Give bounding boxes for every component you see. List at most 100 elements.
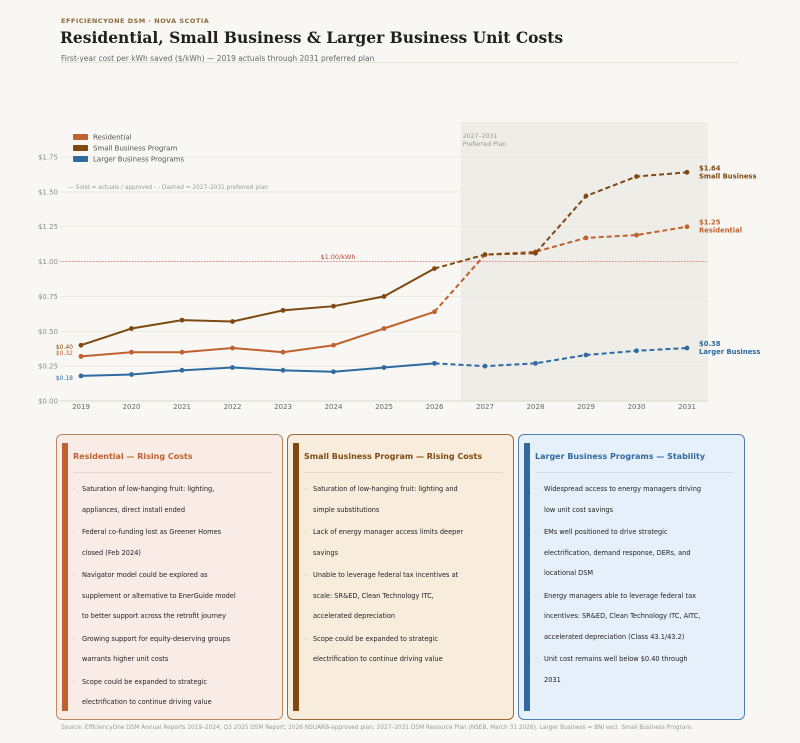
- series-end-name-label: Larger Business: [699, 348, 760, 356]
- card-divider: [535, 472, 734, 473]
- x-tick-label: 2031: [678, 403, 696, 411]
- legend-label: Small Business Program: [93, 145, 177, 153]
- series-line-plan: [434, 171, 688, 270]
- card-divider: [304, 472, 503, 473]
- bullet-line: closed (Feb 2024): [82, 548, 141, 557]
- series-end-name-label: Residential: [699, 227, 742, 235]
- card-bullet-item: Saturation of low-hanging fruit: lightin…: [304, 479, 505, 520]
- y-tick-label: $1.25: [38, 223, 58, 231]
- legend-swatch: [73, 145, 88, 151]
- data-point: [331, 369, 336, 375]
- bullet-line: 2031: [544, 675, 561, 684]
- bullet-line: Lack of energy manager access limits dee…: [313, 528, 464, 536]
- data-point: [432, 266, 437, 271]
- bullet-line: locational DSM: [544, 569, 594, 577]
- data-point: [634, 348, 639, 354]
- card-bullet-item: Scope could be expanded to strategic elec…: [73, 672, 274, 713]
- y-tick-label: $1.75: [38, 153, 58, 161]
- preferred-plan-label: 2027–2031: [463, 133, 498, 140]
- source-footnote: Source: EfficiencyOne DSM Annual Reports…: [61, 725, 693, 731]
- bullet-line: accelerated depreciation (Class 43.1/43.…: [544, 632, 685, 641]
- preferred-plan-label: Preferred Plan: [463, 141, 507, 148]
- data-point: [129, 326, 134, 331]
- y-tick-label: $1.00: [38, 258, 58, 266]
- bullet-line: accelerated depreciation: [313, 612, 396, 620]
- x-tick-label: 2019: [72, 403, 90, 411]
- card-bullet-item: Unable to leverage federal tax incentive…: [304, 565, 505, 627]
- y-tick-label: $0.25: [38, 363, 58, 371]
- data-point: [230, 345, 235, 351]
- series-end-name-label: Small Business: [699, 172, 757, 180]
- data-point: [482, 363, 488, 369]
- card-title: Small Business Program — Rising Costs: [304, 452, 483, 461]
- eyebrow: EFFICIENCYONE DSM · NOVA SCOTIA: [61, 17, 210, 25]
- bullet-line: electrification to continue driving valu…: [313, 655, 443, 663]
- y-tick-label: $0.00: [38, 398, 58, 406]
- x-tick-label: 2027: [476, 403, 494, 411]
- bullet-line: Navigator model could be explored as: [82, 571, 208, 579]
- data-point: [331, 303, 336, 309]
- data-point: [280, 349, 286, 355]
- card-bullet-list: Widespread access to energy managers dri…: [535, 479, 736, 692]
- bullet-line: simple substitutions: [313, 505, 380, 514]
- data-point: [684, 169, 690, 175]
- data-point: [583, 193, 589, 199]
- data-point: [230, 365, 235, 370]
- x-tick-label: 2030: [628, 403, 646, 411]
- series-end-value-label: $1.25: [699, 219, 721, 227]
- data-point: [280, 367, 286, 373]
- x-tick-label: 2029: [577, 403, 595, 411]
- data-point: [684, 224, 690, 230]
- bullet-line: electrification to continue driving valu…: [82, 698, 212, 706]
- series-line-actual: [80, 310, 435, 358]
- data-point: [179, 367, 185, 373]
- data-point: [78, 353, 84, 359]
- series-line-plan: [433, 225, 688, 313]
- bullet-line: incentives: SR&ED, Clean Technology ITC,…: [544, 612, 701, 620]
- data-point: [78, 373, 84, 379]
- data-point: [634, 232, 639, 238]
- legend-label: Larger Business Programs: [93, 156, 184, 164]
- legend-note: — Solid = actuals / approved - - Dashed …: [68, 185, 268, 191]
- bullet-line: appliances, direct install ended: [82, 505, 186, 514]
- card-bullet-item: Lack of energy manager access limits dee…: [304, 522, 505, 563]
- legend-swatch: [73, 156, 88, 162]
- bullet-line: warrants higher unit costs: [82, 655, 169, 663]
- bullet-line: Unable to leverage federal tax incentive…: [313, 571, 459, 579]
- card-bullet-list: Saturation of low-hanging fruit: lightin…: [73, 479, 274, 715]
- data-point: [179, 317, 185, 323]
- bullet-line: Saturation of low-hanging fruit: lightin…: [82, 485, 215, 493]
- x-tick-label: 2022: [224, 403, 242, 411]
- reference-line-label: $1.00/kWh: [320, 253, 355, 261]
- x-tick-label: 2021: [173, 403, 191, 411]
- bullet-line: Widespread access to energy managers dri…: [544, 485, 702, 493]
- larger-business-card: Larger Business Programs — Stability Wid…: [518, 434, 745, 720]
- legend-label: Residential: [93, 134, 132, 142]
- y-tick-label: $1.50: [38, 188, 58, 196]
- series-line-actual: [80, 362, 435, 377]
- data-point: [179, 349, 185, 355]
- page-subtitle: First-year cost per kWh saved ($/kWh) — …: [61, 54, 375, 63]
- series-end-value-label: $0.38: [699, 340, 721, 348]
- bullet-line: Energy managers able to leverage federal…: [544, 591, 697, 600]
- bullet-line: Growing support for equity-deserving gro…: [82, 634, 231, 643]
- legend-swatch: [73, 134, 88, 140]
- data-point: [381, 365, 387, 370]
- residential-card: Residential — Rising Costs Saturation of…: [56, 434, 283, 720]
- card-bullet-item: Widespread access to energy managers dri…: [535, 479, 736, 520]
- bullet-line: scale: SR&ED, Clean Technology ITC,: [313, 591, 434, 600]
- series-line-actual: [80, 267, 435, 347]
- bullet-line: electrification, demand response, DERs, …: [544, 548, 691, 557]
- bullet-line: Federal co-funding lost as Greener Homes: [82, 528, 222, 536]
- series-start-label: $0.40: [56, 344, 73, 351]
- y-tick-label: $0.50: [38, 328, 58, 336]
- data-point: [533, 250, 538, 256]
- card-bullet-item: Unit cost remains well below $0.40 throu…: [535, 649, 736, 690]
- card-title: Larger Business Programs — Stability: [535, 452, 706, 461]
- series-start-label: $0.32: [56, 350, 73, 357]
- data-point: [432, 360, 437, 366]
- data-point: [634, 174, 639, 179]
- data-point: [684, 345, 690, 351]
- card-bullet-item: Scope could be expanded to strategic elec…: [304, 629, 505, 670]
- bullet-line: low unit cost savings: [544, 505, 614, 514]
